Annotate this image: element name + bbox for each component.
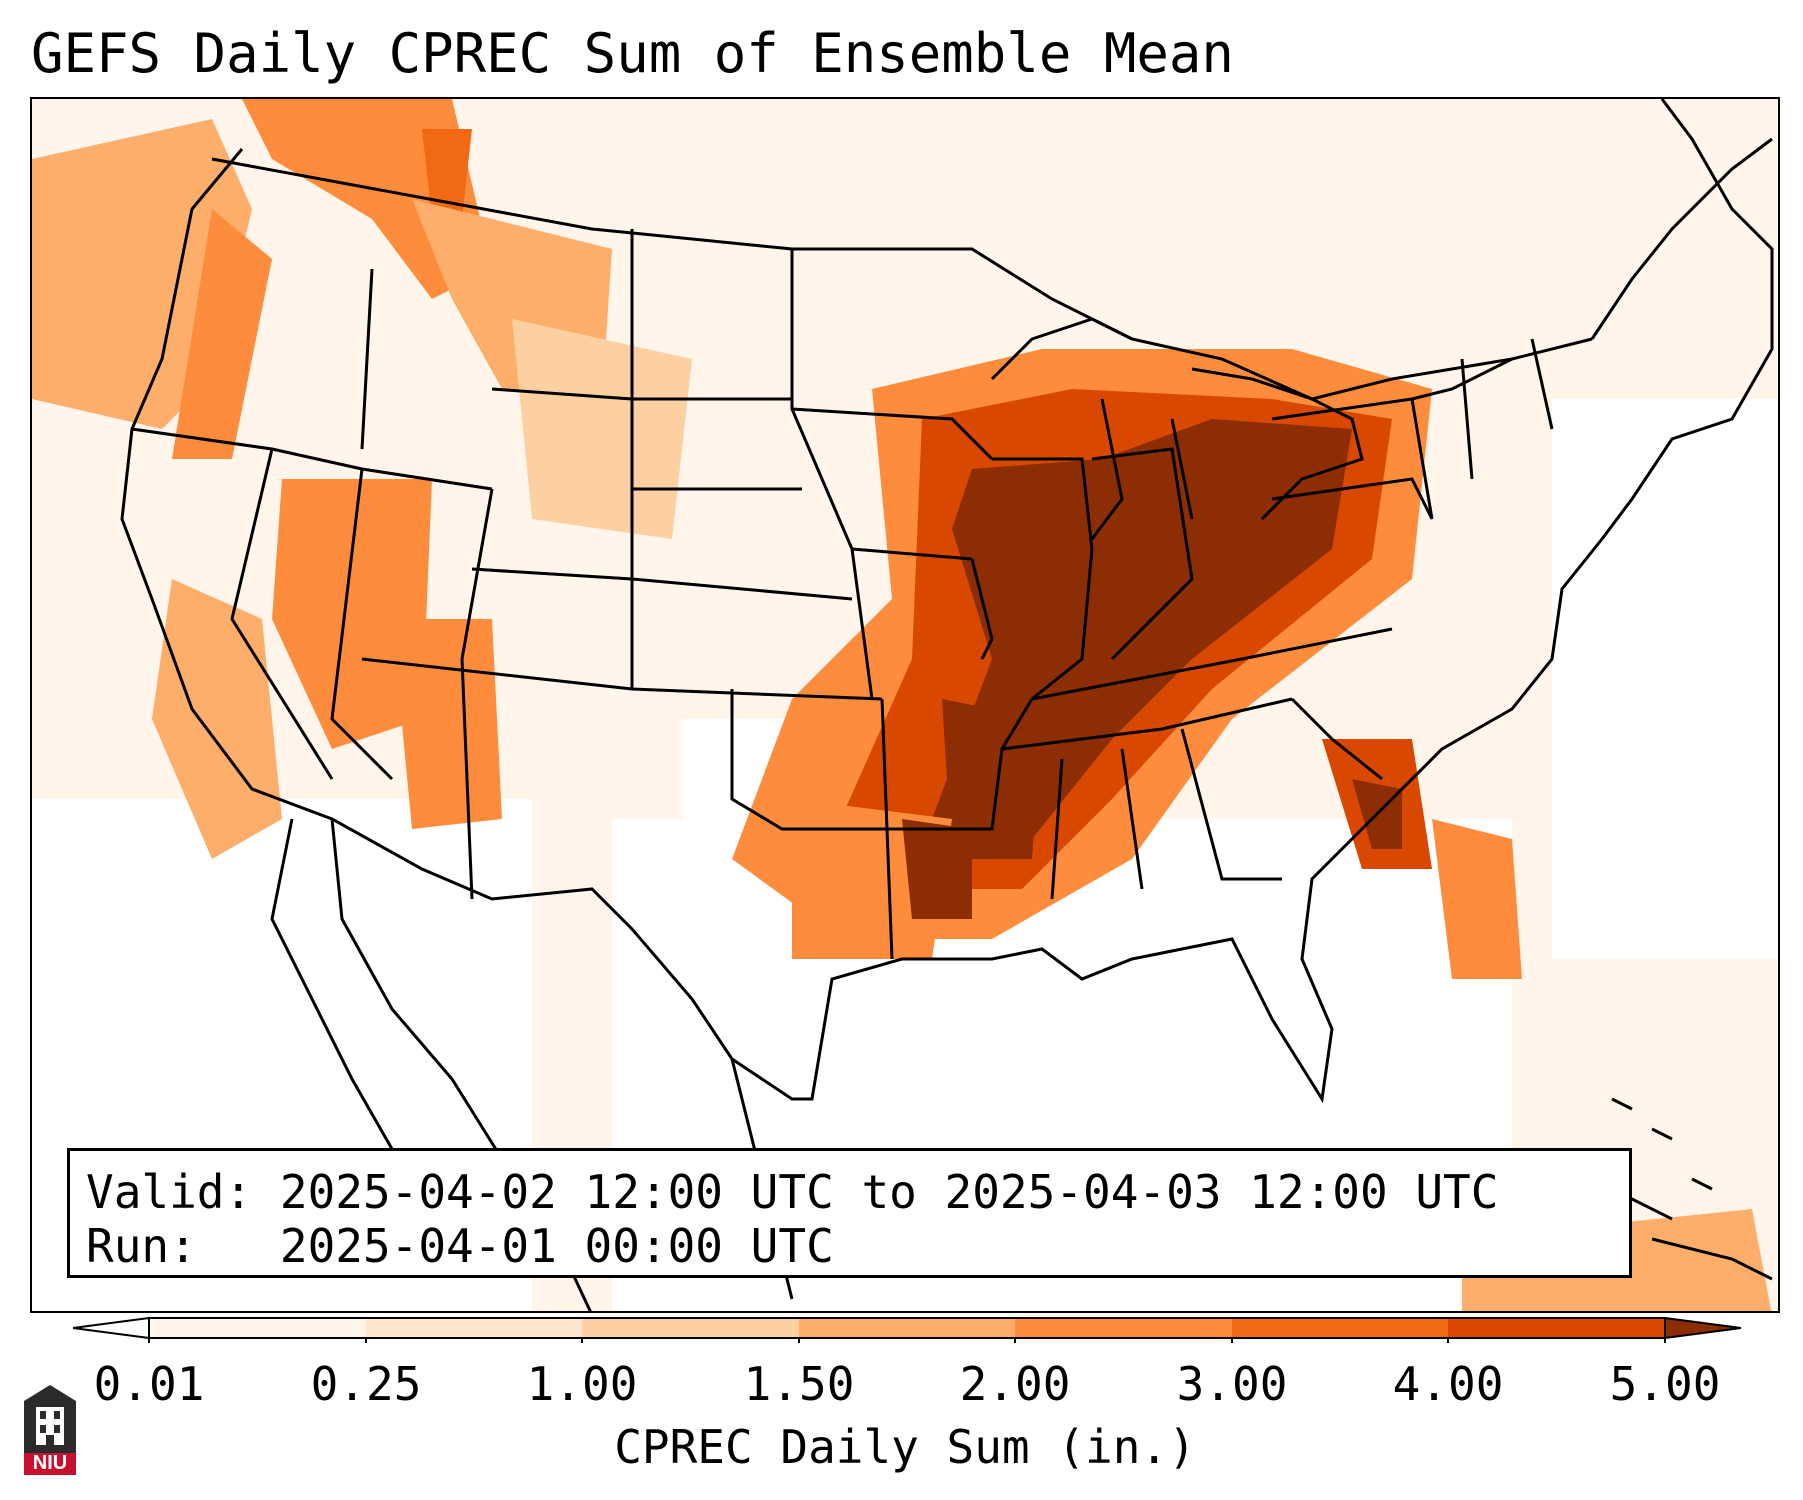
colorbar-tick-label: 5.00 [1609, 1357, 1721, 1411]
colorbar-seg-5 [1015, 1318, 1232, 1338]
precip-texas-core [902, 819, 972, 919]
us-outline [120, 99, 1774, 1104]
validity-info-box: Valid: 2025-04-02 12:00 UTC to 2025-04-0… [67, 1148, 1632, 1278]
precip-wyoming [512, 319, 692, 539]
colorbar-seg-6 [1232, 1318, 1448, 1338]
colorbar-over-arrow [1664, 1316, 1742, 1340]
precip-nevada-utah [272, 479, 432, 749]
newfoundland-coast [1590, 137, 1773, 340]
colorbar-frame [148, 1317, 1666, 1339]
colorbar-tick-label: 4.00 [1392, 1357, 1504, 1411]
colorbar-tick-label: 2.00 [959, 1357, 1071, 1411]
run-label: Run: [86, 1219, 197, 1273]
precip-utah [392, 619, 502, 829]
colorbar-tick-label: 3.00 [1176, 1357, 1288, 1411]
colorbar-seg-4 [799, 1318, 1015, 1338]
niu-logo-icon [24, 1385, 76, 1475]
colorbar-seg-1 [149, 1318, 366, 1338]
state-lines-central [791, 407, 1393, 831]
valid-label: Valid: [86, 1165, 253, 1219]
precipitation-map [30, 97, 1780, 1313]
precip-idaho-core [422, 129, 472, 219]
precip-arkansas-core [942, 699, 1042, 859]
great-lakes [990, 317, 1364, 540]
run-time: 2025-04-01 00:00 UTC [279, 1219, 834, 1273]
state-lines-northeast [1271, 338, 1554, 520]
caribbean-islands [1611, 1097, 1773, 1281]
colorbar-ticks [148, 1338, 1666, 1343]
colorbar-under-arrow [73, 1316, 150, 1340]
precip-shading [32, 99, 1778, 1311]
precip-white-atlantic [1552, 399, 1778, 959]
colorbar-tick-label: 0.25 [310, 1357, 422, 1411]
colorbar-tick-label: 1.00 [526, 1357, 638, 1411]
precip-carolina-offshore [1432, 819, 1522, 979]
colorbar-seg-2 [366, 1318, 582, 1338]
colorbar-tick-label: 0.01 [93, 1357, 205, 1411]
colorbar-axis-label: CPREC Daily Sum (in.) [614, 1420, 1196, 1474]
baja-peninsula [270, 818, 394, 1150]
precip-oregon-coast [172, 209, 272, 459]
colorbar-tick-label: 1.50 [743, 1357, 855, 1411]
map-title: GEFS Daily CPREC Sum of Ensemble Mean [31, 22, 1234, 85]
niu-logo-text: NIU [32, 1452, 68, 1474]
colorbar-seg-3 [582, 1318, 799, 1338]
state-lines-southeast [1001, 697, 1383, 900]
state-lines-plains [630, 229, 894, 960]
niu-logo: NIU [20, 1383, 80, 1479]
colorbar [73, 1316, 1742, 1343]
valid-time-range: 2025-04-02 12:00 UTC to 2025-04-03 12:00… [279, 1165, 1499, 1219]
map-canvas [32, 99, 1778, 1311]
colorbar-seg-7 [1448, 1318, 1665, 1338]
